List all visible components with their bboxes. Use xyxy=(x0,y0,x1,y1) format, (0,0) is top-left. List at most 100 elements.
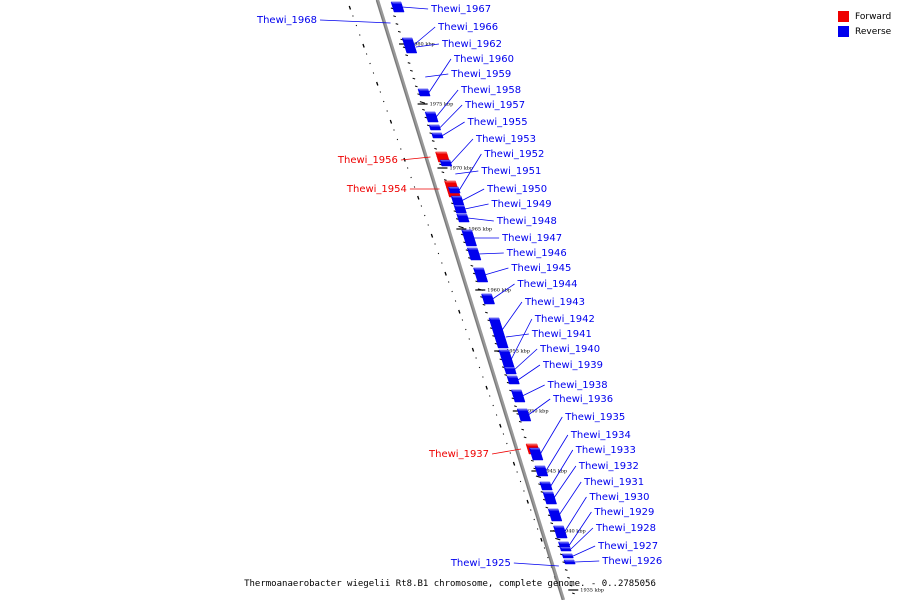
gene-label[interactable]: Thewi_1938 xyxy=(547,380,608,391)
gene-feature[interactable]: Thewi_1934 xyxy=(534,430,631,477)
gene-label[interactable]: Thewi_1960 xyxy=(453,54,514,65)
gene-label[interactable]: Thewi_1926 xyxy=(601,556,662,567)
gene-label[interactable]: Thewi_1967 xyxy=(430,4,491,15)
gene-label[interactable]: Thewi_1927 xyxy=(597,541,658,552)
gene-label[interactable]: Thewi_1946 xyxy=(506,248,567,259)
gene-block[interactable] xyxy=(561,553,574,559)
gene-feature[interactable]: Thewi_1957 xyxy=(428,100,525,131)
gene-block[interactable] xyxy=(390,1,405,13)
gene-block[interactable] xyxy=(453,204,467,214)
gene-block[interactable] xyxy=(510,389,526,403)
gene-feature[interactable]: Thewi_1943 xyxy=(488,297,585,349)
gene-feature[interactable]: Thewi_1938 xyxy=(510,380,608,403)
gene-feature[interactable]: Thewi_1925 xyxy=(450,558,559,569)
gene-feature[interactable]: Thewi_1933 xyxy=(539,445,636,491)
gene-feature[interactable]: Thewi_1937 xyxy=(428,443,541,460)
gene-label[interactable]: Thewi_1942 xyxy=(534,314,595,325)
gene-label[interactable]: Thewi_1939 xyxy=(542,360,603,371)
gene-label[interactable]: Thewi_1968 xyxy=(256,15,317,26)
gene-feature[interactable]: Thewi_1967 xyxy=(390,1,491,15)
gene-feature[interactable]: Thewi_1927 xyxy=(561,541,658,559)
gene-label[interactable]: Thewi_1936 xyxy=(552,394,613,405)
gene-block[interactable] xyxy=(547,508,563,522)
gene-block[interactable] xyxy=(473,267,489,283)
gene-block[interactable] xyxy=(466,247,482,261)
gene-feature[interactable]: Thewi_1945 xyxy=(473,263,571,283)
gene-label[interactable]: Thewi_1928 xyxy=(595,523,656,534)
gene-feature[interactable]: Thewi_1926 xyxy=(563,556,662,567)
gene-feature[interactable]: Thewi_1935 xyxy=(528,412,625,461)
gene-feature[interactable]: Thewi_1951 xyxy=(455,166,541,177)
gene-label[interactable]: Thewi_1958 xyxy=(460,85,521,96)
gene-block[interactable] xyxy=(456,213,470,223)
gene-label[interactable]: Thewi_1935 xyxy=(564,412,625,423)
gene-feature[interactable]: Thewi_1966 xyxy=(401,22,498,54)
gene-label[interactable]: Thewi_1948 xyxy=(496,216,557,227)
gene-label[interactable]: Thewi_1941 xyxy=(531,329,592,340)
gene-feature[interactable]: Thewi_1953 xyxy=(439,134,536,167)
gene-feature[interactable]: Thewi_1930 xyxy=(553,492,649,539)
gene-block[interactable] xyxy=(534,465,549,477)
gene-feature[interactable]: Thewi_1929 xyxy=(558,507,654,549)
gene-label[interactable]: Thewi_1957 xyxy=(464,100,525,111)
gene-label[interactable]: Thewi_1933 xyxy=(575,445,636,456)
gene-block[interactable] xyxy=(559,546,572,552)
gene-label[interactable]: Thewi_1952 xyxy=(483,149,544,160)
gene-label[interactable]: Thewi_1959 xyxy=(450,69,511,80)
gene-feature[interactable]: Thewi_1947 xyxy=(461,229,562,247)
gene-label[interactable]: Thewi_1932 xyxy=(578,461,639,472)
gene-block[interactable] xyxy=(503,366,516,372)
gene-block[interactable] xyxy=(553,525,568,539)
gene-label[interactable]: Thewi_1930 xyxy=(588,492,649,503)
gene-label[interactable]: Thewi_1937 xyxy=(428,449,489,460)
gene-feature[interactable]: Thewi_1948 xyxy=(456,213,557,227)
gene-feature[interactable]: Thewi_1944 xyxy=(481,279,578,305)
gene-block[interactable] xyxy=(439,159,453,167)
gene-label[interactable]: Thewi_1955 xyxy=(467,117,528,128)
gene-block[interactable] xyxy=(428,124,442,131)
gene-label[interactable]: Thewi_1929 xyxy=(593,507,654,518)
gene-label[interactable]: Thewi_1940 xyxy=(539,344,600,355)
gene-block[interactable] xyxy=(401,37,418,54)
gene-block[interactable] xyxy=(563,559,576,565)
gene-block[interactable] xyxy=(488,317,509,349)
gene-label[interactable]: Thewi_1956 xyxy=(337,155,398,166)
gene-feature[interactable]: Thewi_1958 xyxy=(424,85,521,123)
gene-feature[interactable]: Thewi_1932 xyxy=(542,461,639,505)
gene-feature[interactable]: Thewi_1941 xyxy=(505,329,592,340)
gene-feature[interactable]: Thewi_1949 xyxy=(453,199,552,214)
gene-block[interactable] xyxy=(516,408,532,422)
gene-feature[interactable]: Thewi_1962 xyxy=(415,39,502,50)
gene-label[interactable]: Thewi_1953 xyxy=(475,134,536,145)
gene-block[interactable] xyxy=(506,375,520,385)
gene-block[interactable] xyxy=(424,111,439,123)
gene-label[interactable]: Thewi_1951 xyxy=(480,166,541,177)
gene-block[interactable] xyxy=(542,491,557,505)
gene-label[interactable]: Thewi_1944 xyxy=(517,279,578,290)
gene-feature[interactable]: Thewi_1960 xyxy=(417,54,514,97)
gene-feature[interactable]: Thewi_1931 xyxy=(547,477,644,522)
gene-block[interactable] xyxy=(431,132,444,139)
gene-label[interactable]: Thewi_1943 xyxy=(524,297,585,308)
gene-block[interactable] xyxy=(481,293,495,305)
gene-block[interactable] xyxy=(539,481,553,491)
gene-label[interactable]: Thewi_1950 xyxy=(486,184,547,195)
gene-label[interactable]: Thewi_1934 xyxy=(570,430,631,441)
gene-block[interactable] xyxy=(528,447,544,461)
gene-feature[interactable]: Thewi_1968 xyxy=(256,15,391,26)
gene-block[interactable] xyxy=(417,88,431,97)
gene-feature[interactable]: Thewi_1940 xyxy=(503,344,600,372)
gene-feature[interactable]: Thewi_1955 xyxy=(431,117,528,139)
gene-label[interactable]: Thewi_1947 xyxy=(501,233,562,244)
gene-block[interactable] xyxy=(461,229,477,247)
gene-block[interactable] xyxy=(448,186,461,194)
gene-label[interactable]: Thewi_1945 xyxy=(510,263,571,274)
gene-label[interactable]: Thewi_1925 xyxy=(450,558,511,569)
gene-feature[interactable]: Thewi_1946 xyxy=(466,247,567,261)
gene-feature[interactable]: Thewi_1936 xyxy=(516,394,613,422)
gene-feature[interactable]: Thewi_1928 xyxy=(559,523,656,552)
gene-label[interactable]: Thewi_1954 xyxy=(346,184,407,195)
gene-label[interactable]: Thewi_1931 xyxy=(583,477,644,488)
gene-feature[interactable]: Thewi_1956 xyxy=(337,151,450,166)
gene-label[interactable]: Thewi_1966 xyxy=(437,22,498,33)
